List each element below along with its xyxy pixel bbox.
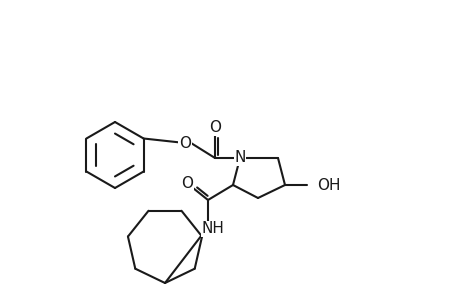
Text: O: O bbox=[208, 121, 220, 136]
Text: O: O bbox=[180, 176, 193, 191]
Text: N: N bbox=[234, 151, 245, 166]
Text: NH: NH bbox=[201, 221, 224, 236]
Text: O: O bbox=[179, 136, 190, 151]
Text: OH: OH bbox=[316, 178, 340, 193]
